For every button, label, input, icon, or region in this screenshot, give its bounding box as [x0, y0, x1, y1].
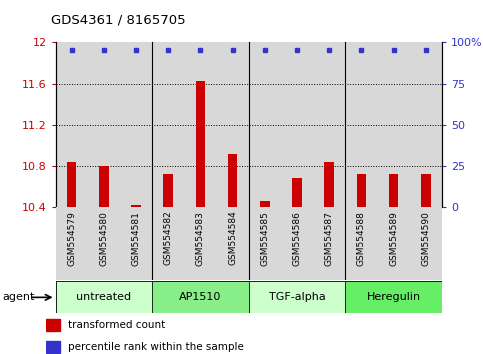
Bar	[356, 174, 366, 207]
Text: agent: agent	[2, 292, 35, 302]
Bar	[378, 42, 410, 207]
Text: untreated: untreated	[76, 292, 131, 302]
Text: GSM554588: GSM554588	[357, 211, 366, 266]
Bar	[120, 207, 152, 280]
Bar	[228, 154, 238, 207]
Bar	[131, 205, 141, 207]
Bar	[260, 201, 270, 207]
Text: GSM554581: GSM554581	[131, 211, 141, 266]
Text: GSM554583: GSM554583	[196, 211, 205, 266]
Bar	[88, 42, 120, 207]
Text: GSM554585: GSM554585	[260, 211, 270, 266]
Bar	[389, 174, 398, 207]
Bar	[345, 281, 442, 313]
Bar	[292, 178, 302, 207]
Bar	[56, 207, 88, 280]
Text: GSM554584: GSM554584	[228, 211, 237, 266]
Text: TGF-alpha: TGF-alpha	[269, 292, 326, 302]
Text: Heregulin: Heregulin	[367, 292, 421, 302]
Text: percentile rank within the sample: percentile rank within the sample	[68, 342, 243, 352]
Text: AP1510: AP1510	[179, 292, 222, 302]
Bar	[216, 42, 249, 207]
Bar	[249, 281, 345, 313]
Bar	[56, 42, 88, 207]
Bar	[46, 319, 60, 331]
Bar	[421, 174, 431, 207]
Text: GSM554587: GSM554587	[325, 211, 334, 266]
Bar	[67, 162, 76, 207]
Bar	[152, 207, 185, 280]
Bar	[185, 207, 216, 280]
Text: GSM554589: GSM554589	[389, 211, 398, 266]
Text: GSM554590: GSM554590	[421, 211, 430, 266]
Bar	[120, 42, 152, 207]
Bar	[281, 42, 313, 207]
Text: GSM554582: GSM554582	[164, 211, 173, 266]
Bar	[99, 166, 109, 207]
Text: GSM554579: GSM554579	[67, 211, 76, 266]
Bar	[345, 42, 378, 207]
Text: transformed count: transformed count	[68, 320, 165, 330]
Bar	[163, 174, 173, 207]
Bar	[410, 207, 442, 280]
Bar	[249, 42, 281, 207]
Bar	[152, 281, 249, 313]
Bar	[216, 207, 249, 280]
Bar	[345, 207, 378, 280]
Bar	[325, 162, 334, 207]
Bar	[56, 281, 152, 313]
Text: GSM554586: GSM554586	[293, 211, 301, 266]
Bar	[249, 207, 281, 280]
Bar	[88, 207, 120, 280]
Bar	[313, 207, 345, 280]
Bar	[281, 207, 313, 280]
Text: GDS4361 / 8165705: GDS4361 / 8165705	[51, 13, 185, 27]
Bar	[378, 207, 410, 280]
Bar	[46, 341, 60, 353]
Bar	[313, 42, 345, 207]
Text: GSM554580: GSM554580	[99, 211, 108, 266]
Bar	[185, 42, 216, 207]
Bar	[152, 42, 185, 207]
Bar	[196, 81, 205, 207]
Bar	[410, 42, 442, 207]
